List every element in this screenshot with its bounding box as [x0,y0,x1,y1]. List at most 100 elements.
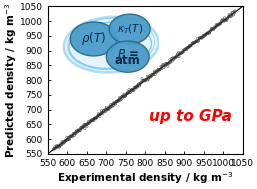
Point [74,130,78,133]
Point [83,127,87,130]
Point [145,77,149,80]
Point [54,146,58,149]
Point [88,119,92,122]
Point [149,75,153,78]
Point [91,119,95,122]
Point [60,141,65,144]
Point [180,51,185,54]
Point [109,105,113,108]
Point [208,29,213,33]
Point [184,48,188,51]
Point [219,21,223,24]
Point [103,110,107,113]
Point [227,13,231,16]
Point [63,139,68,143]
Point [93,117,97,120]
Point [164,63,168,66]
Point [80,125,84,129]
Point [130,88,134,91]
Point [223,19,227,22]
Point [190,42,194,45]
Point [55,146,59,149]
Point [124,92,128,95]
Point [87,122,91,125]
Point [126,90,130,93]
Point [95,116,99,119]
Point [99,109,103,112]
Y-axis label: Predicted density / kg m$^{-3}$: Predicted density / kg m$^{-3}$ [3,2,19,158]
Point [146,76,150,79]
Point [227,14,232,17]
Text: up to GPa: up to GPa [149,109,232,124]
Point [141,79,145,82]
Point [107,107,111,110]
Point [155,70,159,74]
Point [224,19,228,22]
Point [189,44,194,47]
Point [132,88,136,91]
Point [68,135,72,138]
Point [197,36,201,40]
Point [89,120,93,123]
Point [66,136,70,139]
Point [122,94,126,97]
Point [173,57,177,60]
Point [120,97,124,100]
Point [62,141,66,144]
Point [136,83,141,86]
Point [230,15,234,18]
Point [124,93,128,96]
Point [153,73,157,76]
Point [142,79,146,82]
Point [75,131,79,134]
Point [57,144,61,147]
Point [179,52,183,55]
Point [89,119,93,122]
Point [219,21,223,24]
Point [85,125,89,128]
Point [166,62,170,65]
Point [97,113,101,116]
Point [194,40,198,43]
Point [93,117,97,120]
Point [78,129,82,132]
Point [126,92,130,95]
Point [225,19,229,22]
Point [159,65,163,68]
Point [228,15,232,18]
Point [133,86,137,89]
Point [154,69,159,72]
Point [117,96,121,99]
Point [184,47,188,50]
Point [74,132,78,135]
Point [74,130,78,133]
Point [226,16,230,19]
Point [187,44,191,47]
Point [201,35,206,38]
Point [73,132,77,135]
Point [108,106,112,109]
Point [86,122,90,125]
Point [168,58,172,61]
Point [131,89,135,92]
Point [114,100,118,103]
Point [202,35,206,38]
Point [91,118,95,121]
Point [99,112,103,115]
Point [81,125,85,128]
Point [127,88,131,91]
Point [100,111,105,114]
Point [108,103,113,106]
Point [193,40,197,43]
Point [212,26,216,29]
Point [118,97,123,100]
Point [158,68,162,71]
Point [203,33,207,36]
Point [157,69,161,72]
Point [53,145,57,148]
Point [81,126,85,129]
Point [52,148,56,151]
Point [183,47,188,50]
Point [79,127,83,130]
Point [169,59,173,62]
